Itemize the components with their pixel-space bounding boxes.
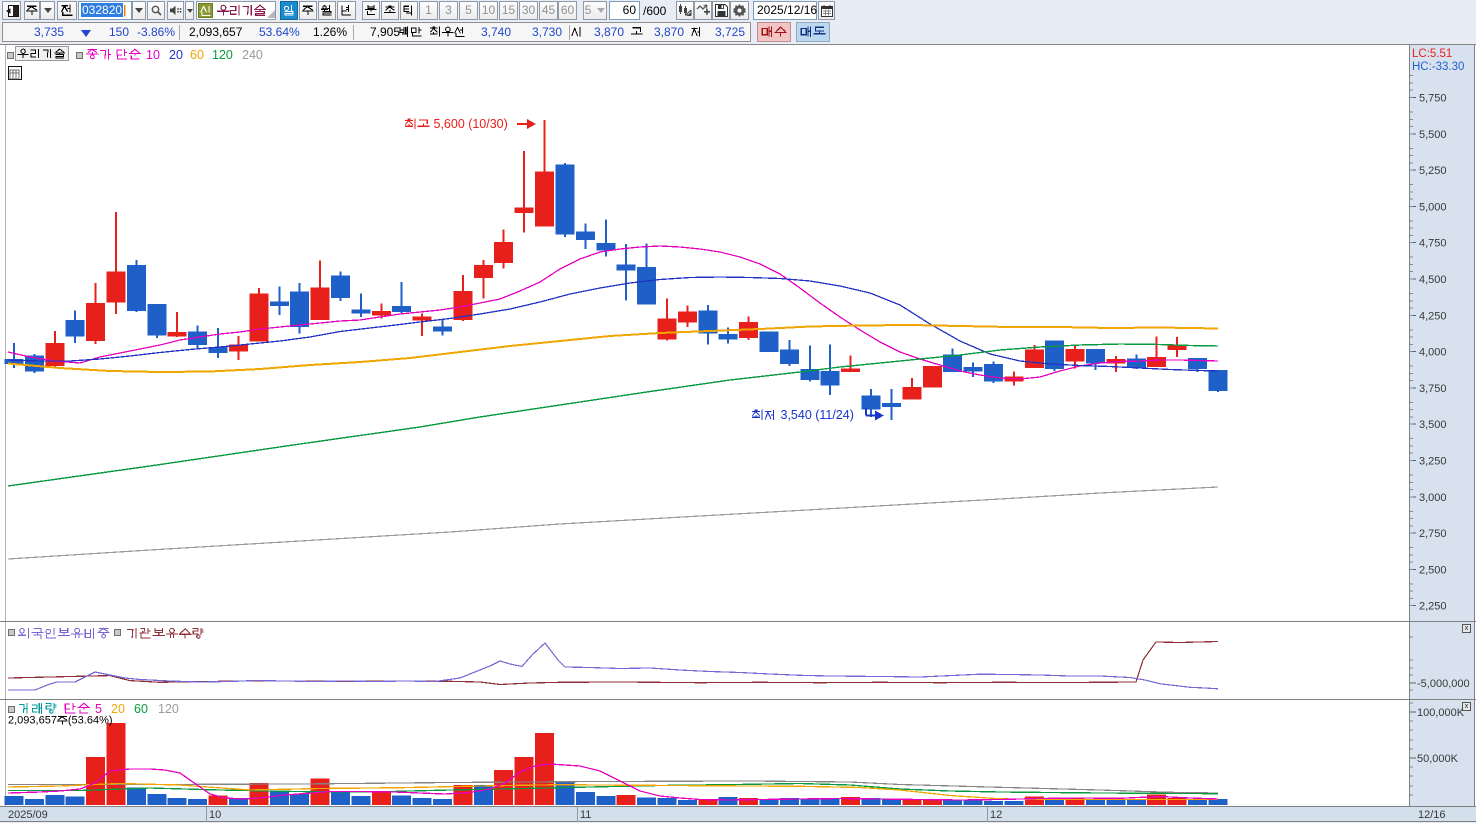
svg-text:HC:-33.30: HC:-33.30 [1412, 61, 1464, 73]
svg-text:4,000: 4,000 [1419, 347, 1447, 359]
svg-text:3,500: 3,500 [1419, 419, 1447, 431]
svg-text:2,093,657: 2,093,657 [8, 715, 57, 727]
svg-text:4,500: 4,500 [1419, 274, 1447, 286]
svg-text:5,600: 5,600 [434, 117, 465, 131]
svg-text:3,540: 3,540 [781, 408, 812, 422]
svg-text:5,000: 5,000 [1419, 201, 1447, 213]
svg-text:5,500: 5,500 [1419, 129, 1447, 141]
svg-text:-5,000,000: -5,000,000 [1417, 678, 1470, 690]
svg-text:50,000K: 50,000K [1417, 753, 1459, 765]
svg-text:(11/24): (11/24) [815, 408, 854, 422]
svg-text:2,250: 2,250 [1419, 601, 1447, 613]
svg-text:4,250: 4,250 [1419, 310, 1447, 322]
svg-text:LC:5.51: LC:5.51 [1412, 48, 1452, 60]
svg-text:3,000: 3,000 [1419, 492, 1447, 504]
svg-text:5,750: 5,750 [1419, 93, 1447, 105]
svg-text:(10/30): (10/30) [468, 117, 508, 131]
svg-text:2,500: 2,500 [1419, 564, 1447, 576]
svg-text:100,000K: 100,000K [1417, 707, 1465, 719]
svg-text:4,750: 4,750 [1419, 238, 1447, 250]
svg-text:3,750: 3,750 [1419, 383, 1447, 395]
svg-text:3,250: 3,250 [1419, 456, 1447, 468]
svg-text:2,750: 2,750 [1419, 528, 1447, 540]
svg-text:5,250: 5,250 [1419, 165, 1447, 177]
svg-text:(53.64%): (53.64%) [68, 715, 113, 727]
